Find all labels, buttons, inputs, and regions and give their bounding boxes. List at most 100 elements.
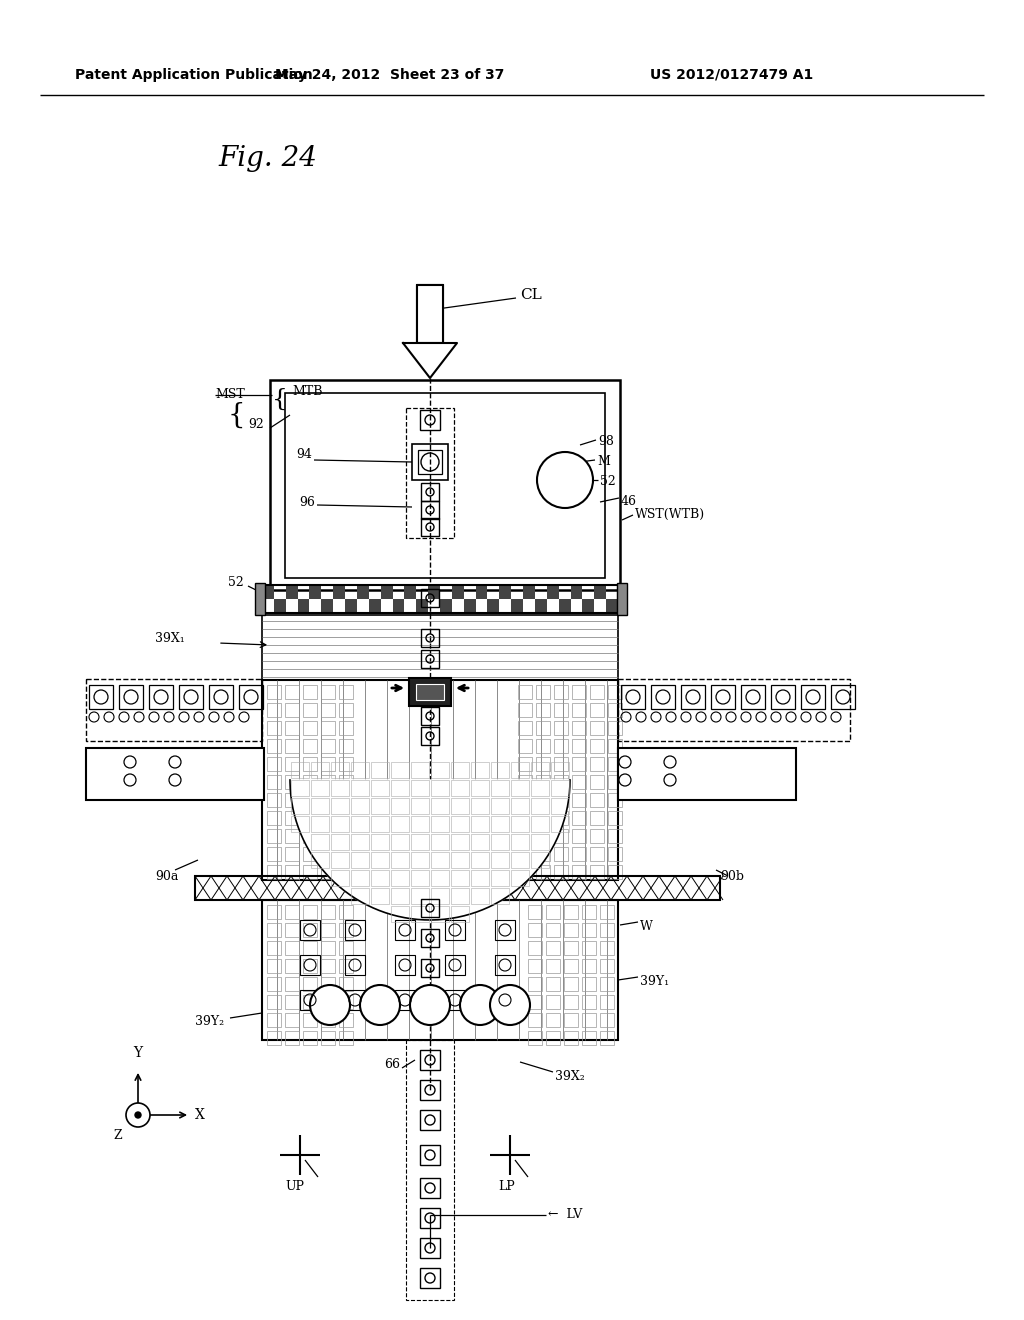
Bar	[351, 762, 369, 777]
Bar	[351, 851, 369, 869]
Bar	[511, 851, 529, 869]
Bar	[518, 810, 532, 825]
Bar	[321, 977, 335, 991]
Bar	[490, 799, 509, 814]
Bar	[321, 756, 335, 771]
Text: May 24, 2012  Sheet 23 of 37: May 24, 2012 Sheet 23 of 37	[275, 69, 505, 82]
Bar	[451, 834, 469, 850]
Bar	[546, 995, 560, 1008]
Bar	[490, 834, 509, 850]
Bar	[511, 780, 529, 796]
Bar	[523, 585, 535, 599]
Bar	[409, 678, 451, 706]
Bar	[321, 739, 335, 752]
Bar	[285, 995, 299, 1008]
Bar	[421, 483, 439, 502]
Bar	[590, 829, 604, 843]
Bar	[536, 829, 550, 843]
Bar	[600, 906, 614, 919]
Bar	[608, 685, 622, 700]
Bar	[339, 756, 353, 771]
Bar	[371, 799, 389, 814]
Bar	[371, 762, 389, 777]
Bar	[303, 1012, 317, 1027]
Bar	[535, 599, 547, 612]
Circle shape	[410, 985, 450, 1026]
Bar	[490, 816, 509, 832]
Bar	[331, 799, 349, 814]
Bar	[267, 847, 281, 861]
Bar	[554, 756, 568, 771]
Bar	[451, 799, 469, 814]
Bar	[621, 685, 645, 709]
Bar	[546, 960, 560, 973]
Bar	[528, 995, 542, 1008]
Bar	[420, 1208, 440, 1228]
Bar	[311, 851, 329, 869]
Bar	[511, 816, 529, 832]
Text: 92: 92	[248, 418, 264, 432]
Bar	[339, 1012, 353, 1027]
Bar	[531, 780, 549, 796]
Bar	[431, 906, 449, 921]
Bar	[511, 762, 529, 777]
Text: 96: 96	[299, 495, 315, 508]
Bar	[500, 585, 511, 599]
Bar	[404, 585, 417, 599]
Bar	[590, 775, 604, 789]
Bar	[86, 678, 262, 741]
Bar	[572, 847, 586, 861]
Bar	[582, 977, 596, 991]
Text: 90a: 90a	[155, 870, 178, 883]
Text: UP: UP	[286, 1180, 304, 1193]
Bar	[451, 816, 469, 832]
Circle shape	[126, 1104, 150, 1127]
Bar	[518, 739, 532, 752]
Text: Y: Y	[133, 1045, 142, 1060]
Bar	[285, 775, 299, 789]
Bar	[590, 756, 604, 771]
Bar	[554, 739, 568, 752]
Bar	[559, 599, 570, 612]
Bar	[536, 775, 550, 789]
Bar	[511, 870, 529, 886]
Bar	[428, 585, 440, 599]
Bar	[285, 829, 299, 843]
Bar	[582, 923, 596, 937]
Bar	[490, 851, 509, 869]
Circle shape	[537, 451, 593, 508]
Bar	[321, 1031, 335, 1045]
Text: 98: 98	[598, 436, 613, 447]
Bar	[420, 1049, 440, 1071]
Bar	[267, 756, 281, 771]
Bar	[528, 960, 542, 973]
Bar	[303, 685, 317, 700]
Bar	[239, 685, 263, 709]
Bar	[391, 870, 409, 886]
Text: LP: LP	[499, 1180, 515, 1193]
Bar	[339, 847, 353, 861]
Bar	[267, 865, 281, 879]
Bar	[554, 810, 568, 825]
Bar	[608, 704, 622, 717]
Bar	[298, 599, 309, 612]
Bar	[285, 977, 299, 991]
Bar	[518, 685, 532, 700]
Bar	[291, 762, 309, 777]
Bar	[421, 630, 439, 647]
Bar	[554, 685, 568, 700]
Bar	[267, 704, 281, 717]
Bar	[801, 685, 825, 709]
Bar	[285, 1031, 299, 1045]
Bar	[303, 960, 317, 973]
Text: ←  LV: ← LV	[548, 1209, 583, 1221]
Bar	[471, 851, 489, 869]
Bar	[511, 599, 523, 612]
Bar	[495, 920, 515, 940]
Bar	[285, 847, 299, 861]
Bar	[345, 990, 365, 1010]
Bar	[536, 847, 550, 861]
Bar	[608, 829, 622, 843]
Bar	[531, 799, 549, 814]
Bar	[321, 793, 335, 807]
